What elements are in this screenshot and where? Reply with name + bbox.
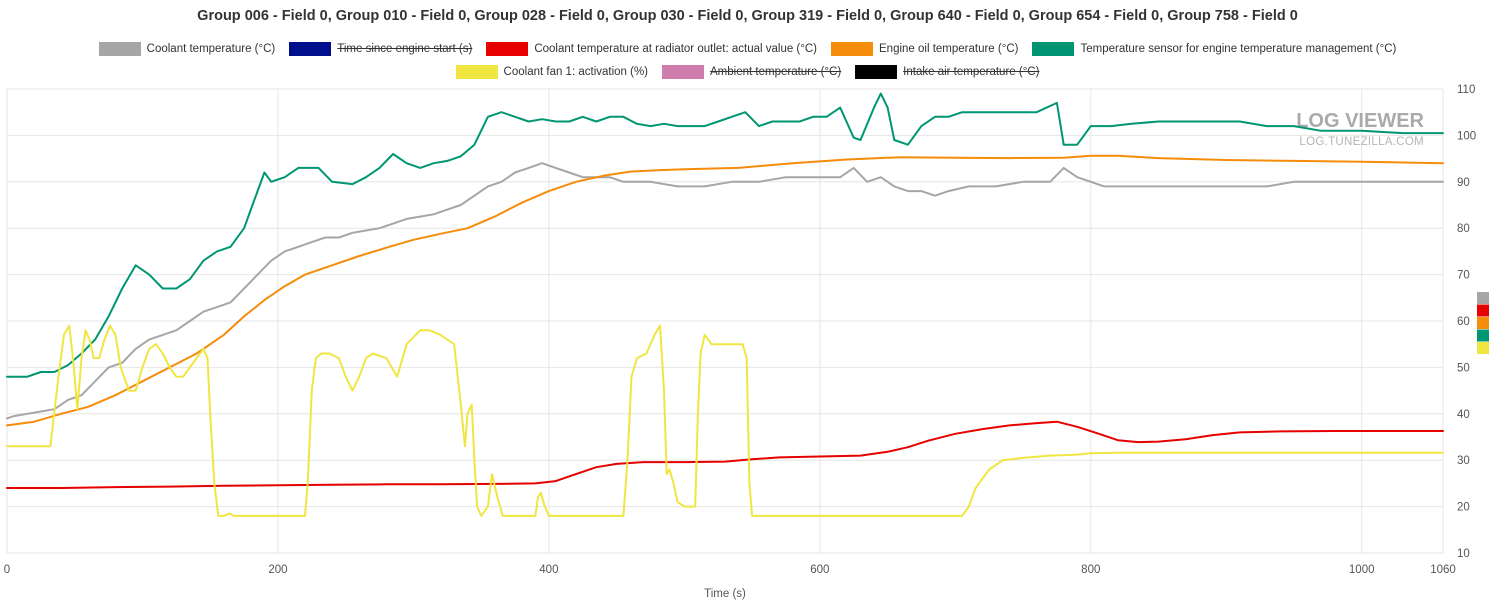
chart-title: Group 006 - Field 0, Group 010 - Field 0… (197, 8, 1298, 24)
y-tick-label: 40 (1457, 409, 1470, 421)
side-marker (1477, 342, 1489, 354)
legend-swatch (1032, 42, 1075, 56)
y-tick-label: 110 (1457, 84, 1475, 96)
legend-label: Coolant fan 1: activation (%) (503, 66, 649, 78)
legend-item-time-since-engine-start[interactable]: Time since engine start (s) (289, 42, 472, 56)
x-tick-label: 1000 (1349, 564, 1375, 576)
y-tick-label: 70 (1457, 270, 1470, 282)
legend-label: Coolant temperature (°C) (146, 43, 276, 55)
legend-swatch (486, 42, 529, 56)
side-marker (1477, 317, 1489, 329)
legend-swatch (98, 42, 141, 56)
legend-swatch (855, 65, 898, 79)
x-tick-label: 400 (539, 564, 558, 576)
watermark: LOG VIEWER LOG.TUNEZILLA.COM (1296, 110, 1424, 148)
x-axis-title: Time (s) (704, 588, 746, 600)
watermark-subtitle: LOG.TUNEZILLA.COM (1299, 136, 1424, 148)
x-tick-label: 800 (1081, 564, 1100, 576)
legend-label: Ambient temperature (°C) (710, 66, 842, 78)
legend-label: Engine oil temperature (°C) (879, 43, 1019, 55)
y-tick-label: 60 (1457, 316, 1470, 328)
series-line (6, 154, 1444, 427)
y-axis-ticks: 10 20 30 40 50 60 70 80 90 100 110 (1457, 84, 1476, 560)
y-tick-label: 90 (1457, 177, 1470, 189)
y-tick-label: 10 (1457, 548, 1470, 560)
y-tick-label: 80 (1457, 223, 1470, 235)
x-tick-label: 0 (4, 564, 10, 576)
watermark-title: LOG VIEWER (1296, 110, 1424, 132)
x-tick-label: 200 (268, 564, 287, 576)
legend-row: Coolant fan 1: activation (%) Ambient te… (0, 65, 1495, 79)
side-marker (1477, 329, 1489, 342)
side-marker (1477, 292, 1489, 304)
x-axis-ticks: 0 200 400 600 800 1000 1060 (4, 564, 1456, 576)
legend-item-radiator-outlet-temperature[interactable]: Coolant temperature at radiator outlet: … (486, 42, 817, 56)
legend-item-engine-oil-temperature[interactable]: Engine oil temperature (°C) (831, 42, 1018, 56)
legend-swatch (831, 42, 873, 56)
y-tick-label: 50 (1457, 362, 1470, 374)
legend-swatch (455, 65, 498, 79)
legend-item-coolant-fan-activation[interactable]: Coolant fan 1: activation (%) (455, 65, 649, 79)
side-markers (1477, 292, 1489, 354)
legend-swatch (662, 65, 705, 79)
legend-row: Coolant temperature (°C) Time since engi… (0, 42, 1495, 56)
legend-label: Intake air temperature (°C) (903, 66, 1040, 78)
legend-item-coolant-temperature[interactable]: Coolant temperature (°C) (98, 42, 276, 56)
series-line (6, 162, 1444, 420)
series-line (6, 92, 1444, 378)
legend-label: Coolant temperature at radiator outlet: … (534, 43, 817, 55)
series-group (6, 92, 1444, 517)
x-tick-label: 1060 (1430, 564, 1456, 576)
legend-label: Time since engine start (s) (337, 43, 473, 55)
y-tick-label: 30 (1457, 455, 1470, 467)
side-marker (1477, 304, 1489, 317)
grid (6, 88, 1444, 554)
legend-item-ambient-temperature[interactable]: Ambient temperature (°C) (662, 65, 841, 79)
legend-swatch (289, 42, 332, 56)
series-line (6, 420, 1444, 489)
legend-item-intake-air-temperature[interactable]: Intake air temperature (°C) (855, 65, 1039, 79)
series-line (6, 324, 1444, 517)
y-tick-label: 20 (1457, 502, 1470, 514)
y-tick-label: 100 (1457, 130, 1476, 142)
legend-label: Temperature sensor for engine temperatur… (1080, 43, 1397, 55)
legend-item-engine-temperature-sensor[interactable]: Temperature sensor for engine temperatur… (1032, 42, 1396, 56)
x-tick-label: 600 (810, 564, 829, 576)
